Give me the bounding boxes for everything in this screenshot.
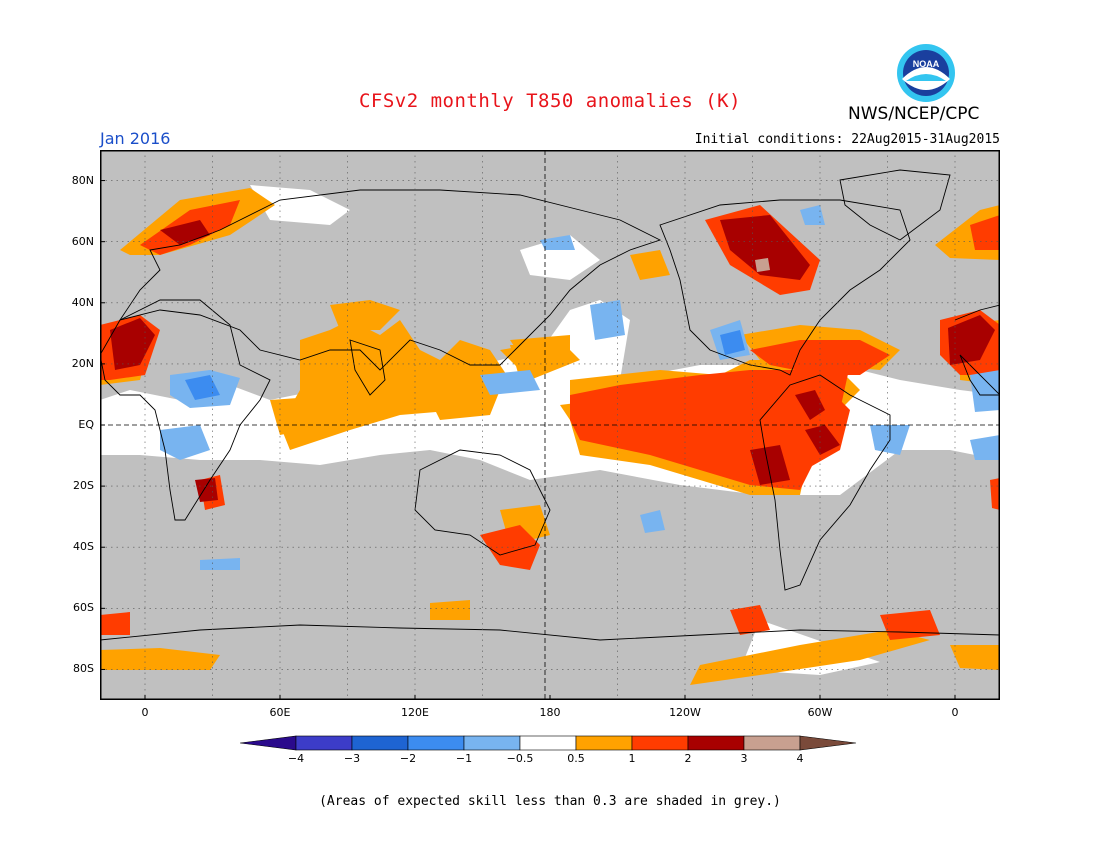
colorbar-swatch bbox=[463, 735, 521, 751]
colorbar-label: 0.5 bbox=[567, 752, 585, 765]
lat-label: 60N bbox=[71, 234, 94, 248]
colorbar-label: −4 bbox=[287, 752, 305, 765]
colorbar-label: −0.5 bbox=[506, 752, 534, 765]
colorbar-label: 2 bbox=[684, 752, 692, 765]
colorbar-swatch bbox=[407, 735, 465, 751]
noaa-logo: NOAA bbox=[897, 44, 955, 102]
anomaly-map bbox=[100, 150, 1000, 700]
colorbar-label: 3 bbox=[740, 752, 748, 765]
coastlines bbox=[100, 169, 1000, 641]
warm-anomaly-3-4 bbox=[755, 258, 770, 272]
colorbar-swatch bbox=[743, 735, 801, 751]
colorbar-label: −1 bbox=[455, 752, 473, 765]
cool-anomaly-1-2 bbox=[185, 330, 745, 400]
agency-label: NWS/NCEP/CPC bbox=[848, 104, 980, 124]
lon-label: 180 bbox=[539, 706, 561, 719]
colorbar-swatch bbox=[631, 735, 689, 751]
colorbar-label: 4 bbox=[796, 752, 804, 765]
warm-anomaly-2-3 bbox=[110, 215, 995, 502]
lat-label: 40S bbox=[73, 540, 94, 554]
lon-label: 120W bbox=[669, 706, 701, 719]
colorbar-swatch bbox=[351, 735, 409, 751]
lat-label: 80N bbox=[71, 173, 94, 187]
eurasia-outline bbox=[118, 189, 662, 371]
colorbar-label: −2 bbox=[399, 752, 417, 765]
lat-label: 60S bbox=[73, 601, 94, 615]
colorbar-label: −3 bbox=[343, 752, 361, 765]
colorbar-high-end bbox=[799, 735, 857, 751]
australia-outline bbox=[414, 449, 551, 556]
lat-label: EQ bbox=[78, 418, 94, 431]
africa-outline bbox=[100, 299, 271, 521]
chart-title: CFSv2 monthly T850 anomalies (K) bbox=[358, 90, 742, 112]
lon-label: 120E bbox=[401, 706, 429, 719]
greenland-outline bbox=[839, 169, 951, 241]
colorbar-swatch bbox=[575, 735, 633, 751]
colorbar bbox=[240, 735, 857, 751]
colorbar-label: 1 bbox=[628, 752, 636, 765]
colorbar-low-end bbox=[240, 735, 297, 751]
africa-outline-repeat bbox=[954, 304, 1000, 396]
lon-label: 0 bbox=[141, 706, 149, 719]
forecast-month: Jan 2016 bbox=[100, 129, 171, 148]
colorbar-swatch bbox=[295, 735, 353, 751]
colorbar-swatch bbox=[519, 735, 577, 751]
svg-text:NOAA: NOAA bbox=[913, 59, 940, 69]
skill-note: (Areas of expected skill less than 0.3 a… bbox=[319, 794, 781, 809]
lon-label: 60W bbox=[807, 706, 833, 719]
india-outline bbox=[349, 339, 386, 396]
lat-label: 20N bbox=[71, 356, 94, 370]
lat-label: 80S bbox=[73, 662, 94, 676]
initial-conditions: Initial conditions: 22Aug2015-31Aug2015 bbox=[694, 132, 1000, 147]
north-america-outline bbox=[659, 199, 911, 376]
lon-label: 0 bbox=[951, 706, 959, 719]
lat-label: 20S bbox=[73, 479, 94, 493]
colorbar-swatch bbox=[687, 735, 745, 751]
south-america-outline bbox=[759, 374, 891, 591]
lon-label: 60E bbox=[269, 706, 291, 719]
lat-label: 40N bbox=[71, 295, 94, 309]
antarctica-outline bbox=[100, 624, 1000, 641]
